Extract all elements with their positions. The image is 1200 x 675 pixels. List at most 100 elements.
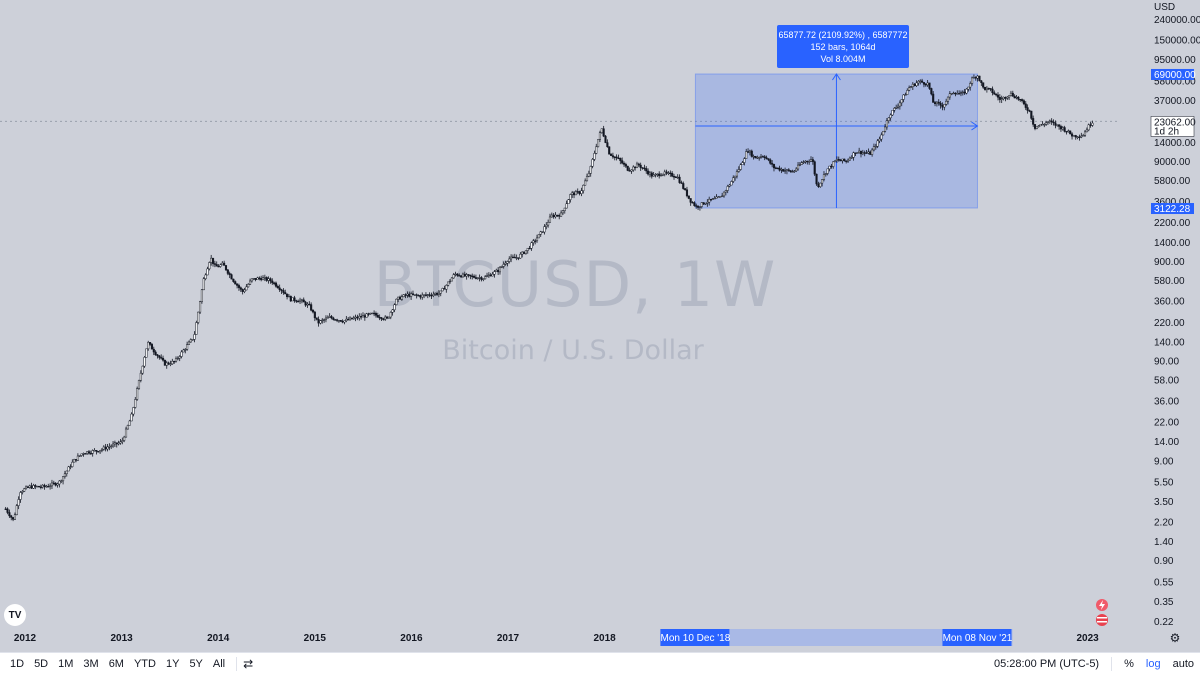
candle-body xyxy=(354,316,357,319)
candle-body xyxy=(548,216,552,223)
candle-body xyxy=(663,171,666,175)
auto-scale-toggle[interactable]: auto xyxy=(1172,658,1194,670)
candle-body xyxy=(99,450,102,453)
candle-body xyxy=(685,189,689,197)
candle-body xyxy=(752,155,755,158)
candle-body xyxy=(919,80,922,82)
candle-body xyxy=(969,83,972,88)
log-scale-toggle[interactable]: log xyxy=(1145,658,1161,670)
range-ytd-button[interactable]: YTD xyxy=(133,658,156,670)
time-tick-label: 2012 xyxy=(14,633,37,644)
candle-body xyxy=(708,198,711,203)
candle-body xyxy=(1072,135,1075,137)
candle-body xyxy=(797,164,800,170)
candle-body xyxy=(163,359,166,366)
price-tick-label: 580.00 xyxy=(1154,276,1185,287)
candle-body xyxy=(922,82,925,85)
candle-body xyxy=(991,88,994,93)
time-tick-label: 2013 xyxy=(110,633,133,644)
clock-timezone[interactable]: 05:28:00 PM (UTC-5) xyxy=(993,658,1100,670)
candle-body xyxy=(921,80,924,83)
low-price-tag xyxy=(1151,203,1194,215)
candle-body xyxy=(10,515,13,518)
measure-range[interactable] xyxy=(694,73,979,209)
candle-body xyxy=(465,274,468,277)
price-tick-label: 0.55 xyxy=(1154,577,1174,588)
range-5d-button[interactable]: 5D xyxy=(34,658,49,670)
candle-body xyxy=(337,320,340,322)
chart-pane[interactable]: BTCUSD, 1W Bitcoin / U.S. Dollar USD 240… xyxy=(0,0,1200,652)
candle-body xyxy=(1002,96,1005,100)
candle-body xyxy=(856,152,859,154)
candle-body xyxy=(467,274,470,276)
candle-body xyxy=(719,196,722,198)
candle-body xyxy=(256,277,259,280)
price-chart[interactable]: BTCUSD, 1W Bitcoin / U.S. Dollar USD 240… xyxy=(0,0,1200,652)
range-5y-button[interactable]: 5Y xyxy=(189,658,203,670)
date-range-calendar-icon[interactable]: ⇄ xyxy=(243,657,254,671)
range-3m-button[interactable]: 3M xyxy=(83,658,99,670)
watermark-subtitle: Bitcoin / U.S. Dollar xyxy=(442,335,704,366)
candle-body xyxy=(410,293,413,297)
candle-body xyxy=(237,285,240,288)
candle-body xyxy=(859,150,863,155)
candle-body xyxy=(1080,135,1083,138)
price-tick-label: 58000.00 xyxy=(1154,76,1196,87)
candle-body xyxy=(65,470,68,475)
candle-body xyxy=(173,360,176,363)
candle-body xyxy=(211,257,215,264)
candle-body xyxy=(648,172,651,175)
candle-body xyxy=(565,203,568,209)
candle-body xyxy=(802,161,805,164)
candle-body xyxy=(524,250,527,254)
candle-body xyxy=(452,274,455,279)
candle-body xyxy=(560,212,563,217)
candle-body xyxy=(635,163,639,169)
range-1m-button[interactable]: 1M xyxy=(58,658,74,670)
candle-body xyxy=(1009,92,1013,96)
price-tick-label: 360.00 xyxy=(1154,297,1185,308)
candle-body xyxy=(139,372,142,381)
candle-body xyxy=(497,269,500,273)
candle-body xyxy=(687,195,690,199)
percent-scale-toggle[interactable]: % xyxy=(1124,658,1134,670)
candle-body xyxy=(43,484,46,487)
candle-body xyxy=(234,281,237,285)
candle-body xyxy=(108,446,111,448)
candle-body xyxy=(241,289,244,292)
candle-body xyxy=(698,206,701,208)
settings-gear-icon[interactable]: ⚙ xyxy=(1170,631,1181,645)
candle-body xyxy=(1030,110,1033,119)
range-1y-button[interactable]: 1Y xyxy=(165,658,180,670)
candle-body xyxy=(1063,127,1066,132)
range-all-button[interactable]: All xyxy=(212,658,226,670)
candle-body xyxy=(911,83,914,87)
candle-body xyxy=(621,160,624,164)
candle-body xyxy=(226,269,229,274)
candle-body xyxy=(709,198,713,201)
price-tick-label: 58.00 xyxy=(1154,376,1179,387)
candle-body xyxy=(600,128,603,134)
candle-body xyxy=(935,101,938,104)
candle-body xyxy=(672,176,676,178)
candle-body xyxy=(584,180,587,186)
candle-body xyxy=(508,258,511,262)
tradingview-logo-icon[interactable]: TV xyxy=(4,604,26,626)
candle-body xyxy=(606,142,609,148)
range-1d-button[interactable]: 1D xyxy=(10,658,25,670)
price-tick-label: 1400.00 xyxy=(1154,238,1191,249)
candle-body xyxy=(393,304,396,311)
candle-body xyxy=(180,351,183,357)
candle-body xyxy=(589,166,592,174)
range-6m-button[interactable]: 6M xyxy=(108,658,124,670)
candle-body xyxy=(526,247,529,251)
candle-body xyxy=(702,202,705,205)
price-tick-label: 0.35 xyxy=(1154,597,1174,608)
candle-body xyxy=(1048,120,1051,123)
candle-body xyxy=(435,293,439,295)
candle-body xyxy=(891,110,894,116)
candle-body xyxy=(900,99,903,104)
candle-body xyxy=(358,316,361,319)
price-axis[interactable]: USD 240000.00 150000.00 95000.00 58000.00 37… xyxy=(1154,2,1200,628)
candle-body xyxy=(230,274,233,280)
